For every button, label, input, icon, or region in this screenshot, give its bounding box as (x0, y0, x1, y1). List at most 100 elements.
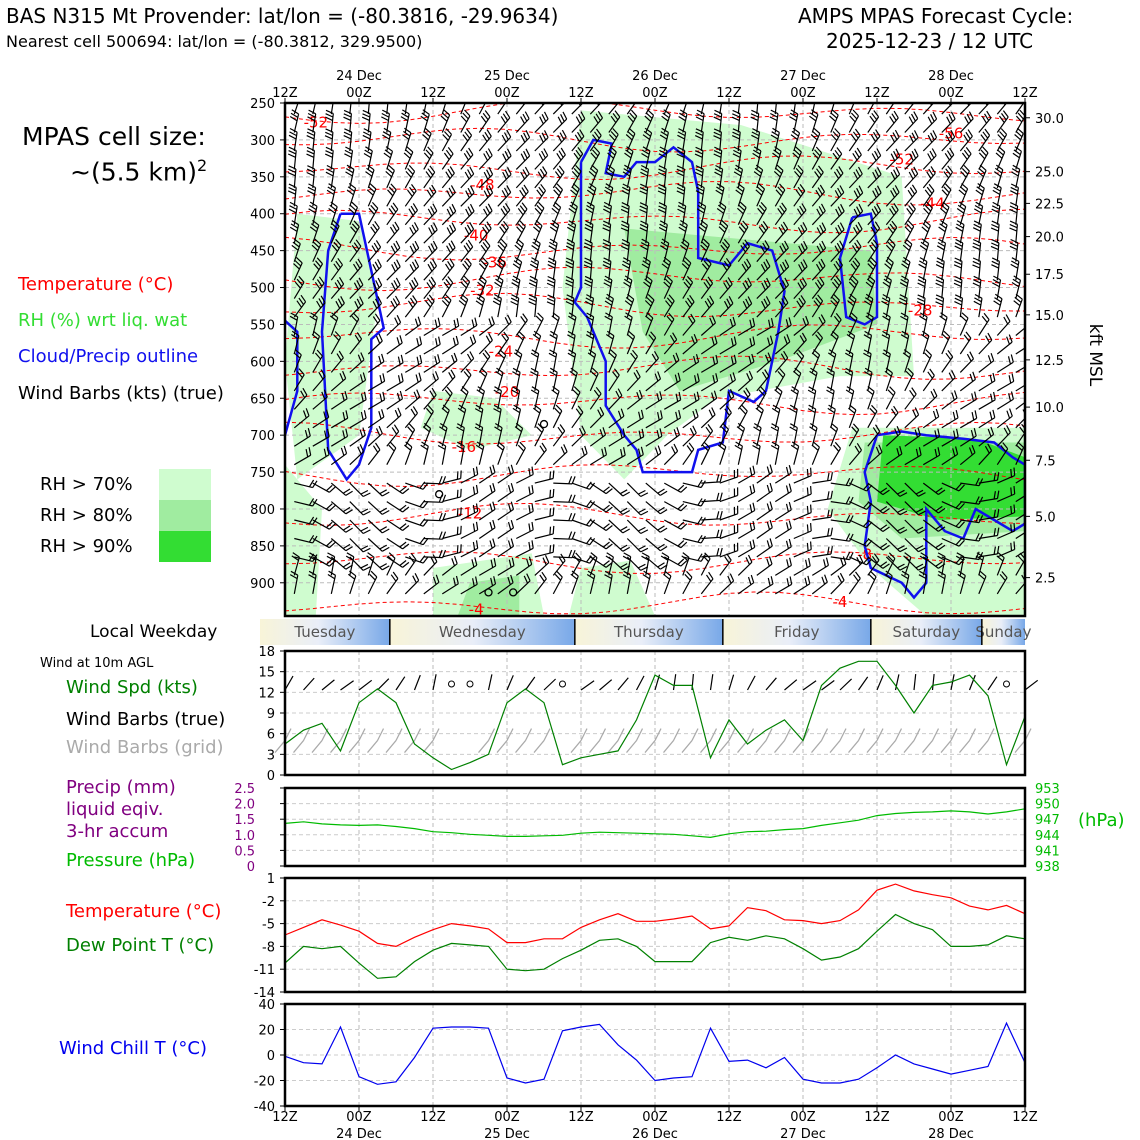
surface-grid-barb (293, 728, 311, 753)
wind-barb (867, 148, 882, 170)
wind-barb (756, 335, 774, 355)
wind-barb (996, 354, 1014, 373)
wind-barb (918, 257, 928, 281)
wind-barb (978, 490, 1000, 503)
wind-barb (496, 441, 505, 465)
wind-barb (900, 312, 909, 336)
wind-barb (511, 275, 521, 299)
wind-barb (811, 103, 816, 115)
wind-barb (583, 257, 593, 281)
wind-barb (477, 275, 487, 299)
wind-barb (604, 570, 613, 595)
surface-true-barb (950, 674, 955, 691)
wind-barb (497, 129, 512, 152)
wind-barb (848, 257, 861, 281)
wind-tick-label: 6 (267, 728, 275, 743)
wind-barb (978, 312, 990, 336)
wind-barb (682, 425, 697, 447)
wind-barb (941, 519, 965, 529)
weekday-label: Thursday (613, 623, 684, 641)
wind-barb (734, 441, 743, 465)
wind-barb (812, 509, 833, 521)
wind-barb (511, 386, 521, 410)
wind-barb (737, 465, 756, 484)
wind-barb (865, 275, 876, 299)
wind-barb (904, 387, 917, 410)
wind-barb (1011, 275, 1022, 299)
wind-speed-line (284, 660, 1026, 771)
wind-barb (608, 388, 623, 410)
wind-barb (678, 109, 688, 133)
wind-barb (793, 184, 806, 207)
wind-barb (383, 146, 394, 170)
wind-barb (386, 441, 397, 465)
wind-barb (568, 201, 578, 225)
wind-barb (456, 423, 465, 447)
chart-title: BAS N315 Mt Provender: lat/lon = (-80.38… (6, 4, 559, 28)
wind-barb (719, 316, 736, 336)
wind-barb (719, 405, 732, 429)
wind-barb (608, 103, 619, 115)
wind-barb (312, 428, 330, 447)
rh70-area (568, 560, 655, 616)
wind-barb (548, 349, 558, 373)
surface-grid-barb (922, 728, 940, 753)
wind-barb (404, 277, 419, 300)
wind-barb (553, 531, 576, 540)
wind-barb (885, 220, 898, 244)
wind-barb (589, 501, 613, 513)
wind-barb (680, 238, 690, 262)
wind-barb (752, 146, 762, 170)
wind-barb (367, 501, 390, 515)
wind-barb (534, 442, 547, 466)
wind-barb (682, 294, 695, 318)
wind-barb (847, 293, 857, 318)
wind-barb (793, 504, 812, 521)
wind-barb (311, 330, 321, 355)
surface-grid-barb (829, 728, 847, 753)
wind-barb (441, 335, 459, 355)
wind-barb (478, 221, 492, 244)
wind-barb (497, 520, 515, 539)
wind-barb (534, 488, 555, 503)
wind-barb (367, 353, 385, 373)
wind-barb (460, 222, 475, 244)
wind-barb (478, 103, 486, 115)
bottom-date-label: 26 Dec (632, 1127, 678, 1140)
wind-barb (571, 103, 584, 115)
wind-barb (532, 330, 542, 355)
wind-barb (626, 519, 649, 535)
surface-grid-barb (903, 728, 921, 753)
wind-barb (571, 164, 582, 189)
wind-barb (921, 330, 930, 355)
wind-barb (812, 490, 833, 503)
wind-calm (559, 680, 566, 688)
wind-barb (460, 557, 478, 576)
wind-barb (366, 183, 377, 207)
wind-barb (922, 111, 938, 133)
surface-grid-barb (663, 728, 681, 753)
wind-barb (552, 424, 566, 447)
wind-barb (937, 552, 946, 576)
kft-tick-label: 5.0 (1035, 510, 1056, 525)
wind-barb (287, 183, 297, 207)
wind-barb (515, 556, 533, 576)
wind-barb (478, 167, 494, 189)
wind-barb (959, 428, 977, 447)
wind-barb (937, 570, 946, 595)
wind-barb (845, 386, 855, 410)
wind-barb (660, 552, 670, 576)
surface-grid-barb (718, 728, 736, 753)
wind-barb (287, 146, 297, 170)
wind-barb (441, 203, 457, 226)
wind-barb (736, 422, 746, 447)
wind-barb (953, 275, 963, 299)
wind-barb (848, 103, 855, 115)
wind-barb (829, 422, 839, 447)
pressure-tick-label-right: 944 (1035, 829, 1060, 844)
pressure-tick-label: 600 (250, 355, 275, 370)
pressure-label: Pressure (hPa) (66, 850, 196, 871)
wind-barb (312, 369, 326, 392)
wind-barb (513, 349, 523, 373)
wind-barb (497, 110, 511, 133)
